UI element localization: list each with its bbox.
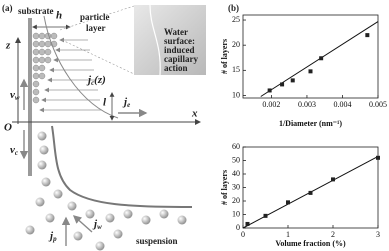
je-label: je — [122, 96, 130, 109]
suspension-particles — [25, 131, 187, 251]
vw-label: vw — [10, 89, 20, 102]
substrate — [28, 18, 32, 176]
inset-line: Water — [164, 27, 188, 37]
inset-line: surface: — [164, 36, 195, 46]
x-axis-title: 1/Diameter (nm⁻¹) — [279, 119, 342, 128]
x-axis-title: Volume fraction (%) — [275, 239, 346, 248]
vc-main: v — [10, 144, 15, 156]
jw-main: j — [92, 218, 98, 230]
water-surface — [43, 15, 119, 119]
vw-sub: w — [15, 94, 20, 102]
data-point — [267, 88, 272, 93]
jc-rest: (z) — [94, 74, 106, 86]
y-axis-title: # of layers — [220, 39, 229, 74]
l-label: l — [103, 97, 107, 109]
jw-arrow — [72, 215, 93, 233]
inset-guide — [61, 39, 135, 75]
inset-line: action — [164, 63, 188, 73]
y-tick-label: 30 — [232, 182, 240, 191]
x-label: x — [191, 108, 198, 120]
data-point — [280, 82, 285, 87]
data-point — [290, 78, 295, 83]
z-label: z — [5, 40, 11, 52]
jw-label: jw — [92, 218, 102, 231]
y-axis-title: # of layers — [220, 170, 229, 205]
data-point — [308, 190, 313, 195]
inset-line: capillary — [164, 54, 198, 64]
data-point — [308, 69, 313, 74]
data-point — [263, 213, 268, 218]
inset-text: Water surface: induced capillary action — [164, 27, 198, 73]
y-tick-label: 60 — [232, 142, 240, 151]
inset-meniscus — [149, 4, 161, 76]
y-tick-label: 10 — [232, 209, 240, 218]
jp-main: j — [48, 230, 54, 242]
jc-sub: c — [91, 79, 94, 87]
x-tick-label: 0.003 — [298, 100, 316, 109]
meniscus — [51, 125, 193, 208]
y-tick-label: 10 — [232, 90, 240, 99]
suspension-label: suspension — [136, 236, 178, 246]
x-tick-label: 0 — [241, 230, 245, 239]
jc-main: j — [86, 74, 92, 86]
substrate-label: substrate — [18, 6, 54, 16]
inset-guide — [59, 5, 135, 31]
jw-sub: w — [97, 223, 102, 231]
vc-sub: c — [15, 149, 18, 157]
data-point — [376, 155, 380, 160]
je-sub: e — [127, 101, 130, 109]
plot-frame — [242, 146, 379, 229]
y-tick-label: 25 — [232, 15, 240, 24]
panel-label: (b) — [228, 3, 239, 13]
x-tick-label: 0.004 — [333, 100, 351, 109]
x-tick-label: 2 — [331, 230, 335, 239]
y-tick-label: 50 — [232, 155, 240, 164]
y-tick-label: 20 — [232, 196, 240, 205]
y-tick-label: 40 — [232, 169, 240, 178]
panel-label: (a) — [2, 3, 13, 13]
y-tick-label: 15 — [232, 65, 240, 74]
inset — [134, 5, 206, 75]
y-tick-label: 0 — [236, 223, 240, 232]
x-tick-label: 1 — [286, 230, 290, 239]
h-label: h — [56, 10, 62, 22]
jc-label: jc(z) — [86, 74, 106, 87]
y-tick-label: 20 — [232, 40, 240, 49]
inset-line: induced — [164, 45, 195, 55]
vc-label: vc — [10, 144, 18, 157]
data-point — [286, 200, 290, 205]
origin-label: O — [4, 122, 12, 134]
x-tick-label: 3 — [376, 230, 380, 239]
panel-a: (a) substrate h particle layer Water sur… — [2, 3, 206, 251]
data-point — [319, 56, 324, 61]
particle-layer — [32, 32, 58, 104]
x-tick-label: 0.002 — [262, 100, 280, 109]
jp-label: jp — [48, 230, 57, 243]
data-point — [245, 221, 250, 226]
data-point — [365, 33, 370, 38]
particle-layer-label: layer — [86, 23, 106, 33]
x-tick-label: 0.005 — [369, 100, 387, 109]
capillary-flux-arrows — [39, 37, 102, 113]
data-point — [331, 177, 335, 182]
particle-layer-label: particle — [80, 12, 110, 22]
plot-frame — [242, 14, 379, 99]
je-main: j — [122, 96, 128, 108]
jp-sub: p — [52, 235, 57, 243]
vw-main: v — [10, 89, 15, 101]
